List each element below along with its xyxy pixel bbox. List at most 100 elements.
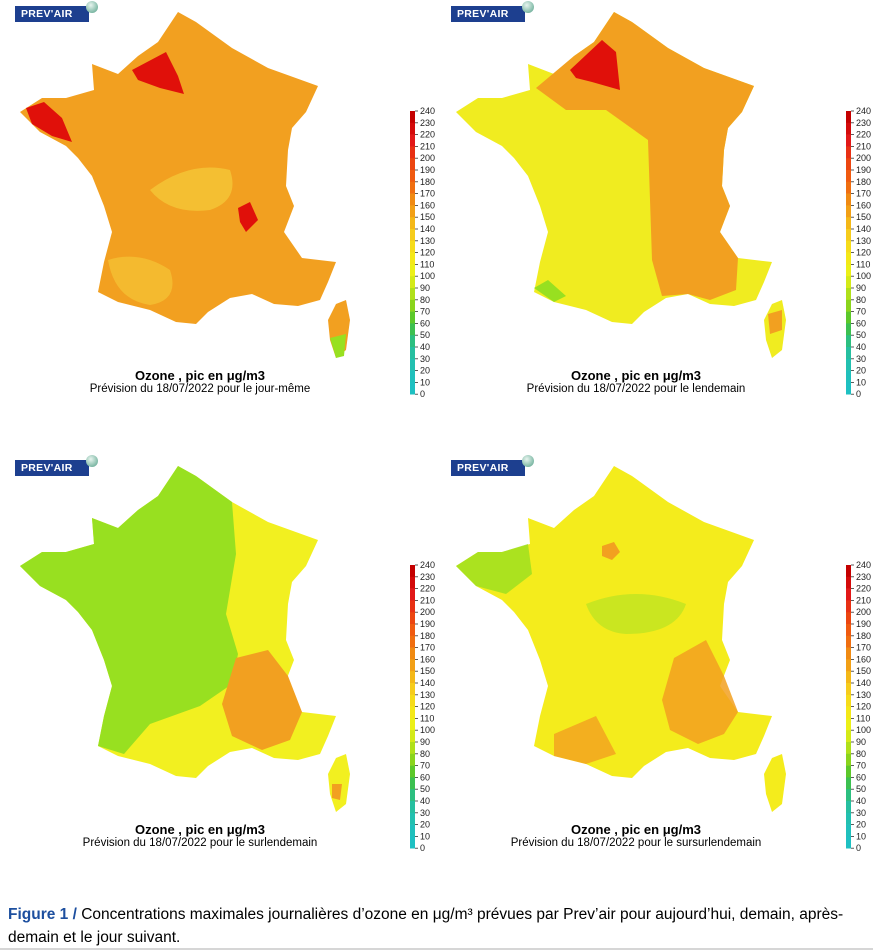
color-scale-tick-label: 140 xyxy=(856,224,871,234)
color-scale-swatch xyxy=(410,647,415,660)
color-scale-swatch xyxy=(846,264,851,277)
color-scale-tick-label: 40 xyxy=(856,796,866,806)
color-scale-swatch xyxy=(846,193,851,206)
color-scale-swatch xyxy=(410,311,415,324)
color-scale-tick-label: 50 xyxy=(420,784,430,794)
color-scale-tick-label: 240 xyxy=(420,560,435,570)
color-scale-tick-label: 60 xyxy=(856,772,866,782)
color-scale-swatch xyxy=(410,146,415,159)
color-scale-tick-label: 200 xyxy=(420,153,435,163)
color-scale-tick-label: 110 xyxy=(856,259,870,269)
color-scale-tick-label: 100 xyxy=(856,725,871,735)
color-scale-tick-label: 80 xyxy=(856,295,866,305)
map-title: Ozone , pic en μg/m3 xyxy=(134,822,266,837)
color-scale-tick-label: 20 xyxy=(856,820,866,830)
color-scale-swatch xyxy=(410,288,415,301)
color-scale-swatch xyxy=(846,635,851,648)
color-scale-tick-label: 110 xyxy=(856,713,870,723)
color-scale: 2402302202102001901801701601501401301201… xyxy=(410,560,435,853)
color-scale-tick-label: 160 xyxy=(420,654,435,664)
color-scale-swatch xyxy=(410,801,415,814)
color-scale-swatch xyxy=(410,730,415,743)
prevair-logo-globe-icon xyxy=(522,455,534,467)
color-scale-tick-label: 40 xyxy=(420,342,430,352)
color-scale-swatch xyxy=(846,323,851,336)
color-scale-tick-label: 120 xyxy=(856,248,871,258)
color-scale-tick-label: 70 xyxy=(420,761,430,771)
color-scale-tick-label: 0 xyxy=(420,389,425,399)
color-scale-tick-label: 120 xyxy=(420,702,435,712)
color-scale-tick-label: 180 xyxy=(856,631,871,641)
prevair-logo: PREV'AIR xyxy=(15,6,89,22)
ozone-high-zone-south-east xyxy=(662,640,738,744)
color-scale-swatch xyxy=(846,801,851,814)
color-scale-swatch xyxy=(410,170,415,183)
color-scale-tick-label: 180 xyxy=(420,631,435,641)
color-scale-tick-label: 20 xyxy=(856,366,866,376)
color-scale-swatch xyxy=(410,718,415,731)
color-scale-swatch xyxy=(846,600,851,613)
color-scale-tick-label: 190 xyxy=(856,619,871,629)
map-panel-tomorrow: PREV'AIR Ozone , pic en μg/m3 Prévision … xyxy=(436,0,872,440)
prevair-logo-globe-icon xyxy=(86,1,98,13)
color-scale-tick-label: 140 xyxy=(420,224,435,234)
color-scale-tick-label: 90 xyxy=(856,737,866,747)
color-scale-tick-label: 90 xyxy=(420,283,430,293)
color-scale-tick-label: 10 xyxy=(856,831,866,841)
color-scale-tick-label: 0 xyxy=(856,389,861,399)
color-scale-swatch xyxy=(410,777,415,790)
color-scale-tick-label: 130 xyxy=(856,236,871,246)
france-ozone-map xyxy=(20,466,350,812)
color-scale-tick-label: 80 xyxy=(856,749,866,759)
color-scale-swatch xyxy=(846,718,851,731)
france-ozone-map xyxy=(20,12,350,358)
corsica xyxy=(764,754,786,812)
color-scale-tick-label: 50 xyxy=(856,330,866,340)
color-scale-swatch xyxy=(846,624,851,637)
color-scale-tick-label: 120 xyxy=(420,248,435,258)
color-scale-swatch xyxy=(846,288,851,301)
corsica xyxy=(328,754,350,812)
figure-caption: Figure 1 / Concentrations maximales jour… xyxy=(8,903,873,949)
color-scale-tick-label: 170 xyxy=(420,189,435,199)
color-scale-swatch xyxy=(846,358,851,371)
color-scale-tick-label: 20 xyxy=(420,820,430,830)
color-scale-tick-label: 90 xyxy=(856,283,866,293)
color-scale-swatch xyxy=(410,576,415,589)
color-scale-swatch xyxy=(846,205,851,218)
map-subtitle: Prévision du 18/07/2022 pour le sursurle… xyxy=(510,837,762,849)
color-scale-swatch xyxy=(410,824,415,837)
color-scale-tick-label: 160 xyxy=(856,200,871,210)
color-scale-swatch xyxy=(410,299,415,312)
color-scale-swatch xyxy=(846,647,851,660)
color-scale-tick-label: 180 xyxy=(856,177,871,187)
color-scale-swatch xyxy=(846,576,851,589)
color-scale-tick-label: 170 xyxy=(420,643,435,653)
color-scale-tick-label: 70 xyxy=(420,307,430,317)
color-scale-tick-label: 100 xyxy=(420,271,435,281)
color-scale-tick-label: 170 xyxy=(856,643,871,653)
color-scale-tick-label: 120 xyxy=(856,702,871,712)
ozone-low-zone-south xyxy=(108,256,173,305)
color-scale-tick-label: 100 xyxy=(420,725,435,735)
corsica-mid xyxy=(768,310,782,334)
color-scale-swatch xyxy=(410,370,415,383)
color-scale-swatch xyxy=(846,706,851,719)
france-ozone-map xyxy=(456,12,786,358)
color-scale-swatch xyxy=(846,370,851,383)
figure-caption-lead: Figure 1 / xyxy=(8,906,77,923)
color-scale-swatch xyxy=(410,565,415,578)
color-scale-swatch xyxy=(410,240,415,253)
ozone-low-zone-center xyxy=(586,594,686,634)
color-scale-tick-label: 150 xyxy=(420,212,435,222)
color-scale-swatch xyxy=(846,229,851,242)
color-scale-tick-label: 10 xyxy=(856,377,866,387)
color-scale-swatch xyxy=(846,146,851,159)
color-scale-tick-label: 230 xyxy=(856,118,871,128)
color-scale-tick-label: 160 xyxy=(856,654,871,664)
color-scale-tick-label: 150 xyxy=(420,666,435,676)
color-scale-swatch xyxy=(410,252,415,265)
color-scale-swatch xyxy=(846,777,851,790)
ozone-low-zone-south-west xyxy=(534,280,566,302)
map-panel-day-after-after-tomorrow: PREV'AIR Ozone , pic en μg/m3 Prévision … xyxy=(436,454,872,894)
